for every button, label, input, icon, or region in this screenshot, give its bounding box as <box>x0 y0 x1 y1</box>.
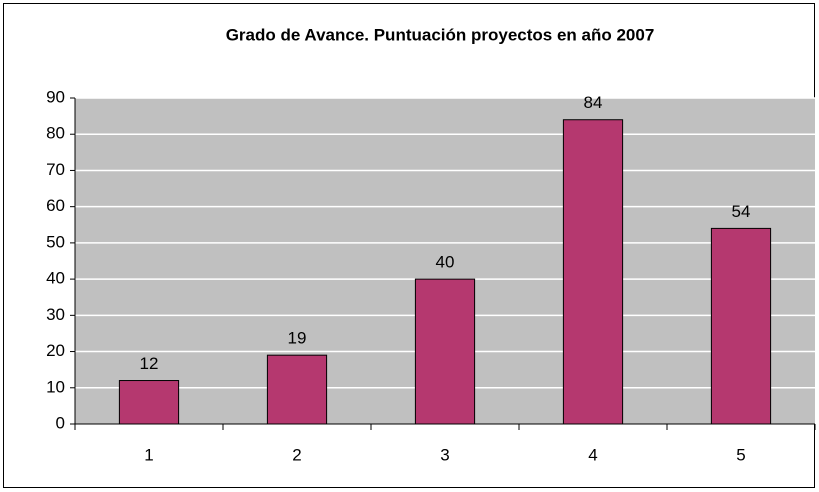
y-tick-label: 90 <box>46 87 65 106</box>
y-tick-label: 30 <box>46 305 65 324</box>
data-label: 19 <box>288 329 307 348</box>
bar <box>118 380 180 425</box>
y-tick-label: 60 <box>46 196 65 215</box>
y-tick-label: 20 <box>46 341 65 360</box>
data-label: 84 <box>584 93 603 112</box>
x-tick-label: 2 <box>292 445 301 464</box>
x-tick-label: 3 <box>440 445 449 464</box>
y-tick-label: 0 <box>56 413 65 432</box>
data-label: 54 <box>732 202 751 221</box>
y-tick-label: 50 <box>46 232 65 251</box>
y-tick-label: 70 <box>46 160 65 179</box>
x-tick-label: 4 <box>588 445 597 464</box>
data-label: 40 <box>436 253 455 272</box>
y-tick-label: 10 <box>46 377 65 396</box>
bar <box>562 119 624 425</box>
bar <box>710 227 772 425</box>
data-label: 12 <box>140 354 159 373</box>
y-tick-label: 40 <box>46 269 65 288</box>
bar <box>414 278 476 425</box>
chart-title: Grado de Avance. Puntuación proyectos en… <box>226 25 655 44</box>
x-tick-label: 1 <box>144 445 153 464</box>
bar <box>266 354 328 425</box>
y-tick-label: 80 <box>46 124 65 143</box>
x-tick-label: 5 <box>736 445 745 464</box>
